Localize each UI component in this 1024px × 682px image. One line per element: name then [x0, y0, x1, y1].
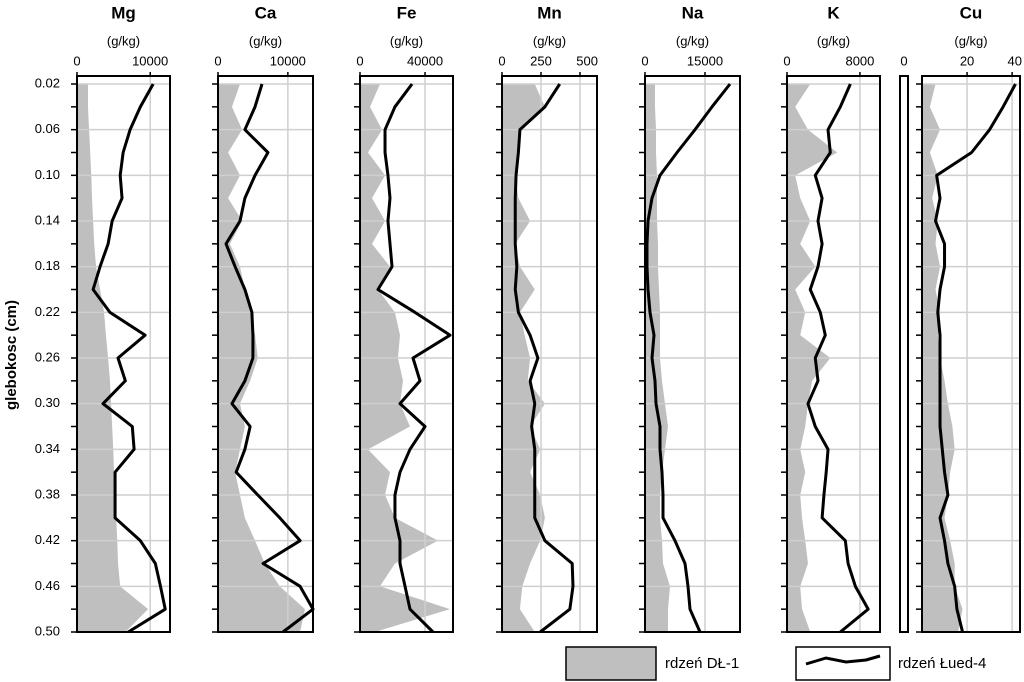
x-tick-label: 0 [783, 53, 790, 68]
x-tick-label: 20 [960, 53, 974, 68]
legend-label: rdzeń Łued-4 [898, 655, 986, 672]
y-tick-label: 0.22 [35, 304, 60, 319]
y-tick-label: 0.42 [35, 532, 60, 547]
x-axis-label: (g/kg) [676, 33, 709, 48]
x-tick-label: 40 [1008, 53, 1022, 68]
line [224, 83, 315, 634]
panel-frame [921, 75, 1021, 633]
line [806, 83, 870, 634]
x-tick-label: 8000 [845, 53, 874, 68]
line [645, 83, 732, 633]
x-axis-label: (g/kg) [533, 33, 566, 48]
x-tick-label: 0 [641, 53, 648, 68]
panel-frame [217, 75, 314, 633]
panel-title: Na [682, 3, 704, 22]
axis-break-stub [899, 75, 909, 633]
panel-frame [359, 75, 454, 633]
legend-label: rdzeń DŁ-1 [665, 655, 739, 672]
panel-frame [644, 75, 741, 633]
panel-frame [501, 75, 598, 633]
y-tick-label: 0.14 [35, 212, 60, 227]
y-tick-label: 0.02 [35, 75, 60, 90]
y-tick-label: 0.26 [35, 349, 60, 364]
y-axis-label: glebokosc (cm) [3, 300, 20, 410]
x-tick-label: 0 [73, 53, 80, 68]
line [91, 83, 167, 634]
legend-area-swatch [565, 646, 657, 681]
x-tick-label: 500 [576, 53, 598, 68]
x-tick-label: 0 [498, 53, 505, 68]
x-tick-label: 10000 [270, 53, 306, 68]
panel-title: K [827, 3, 840, 22]
legend-line-swatch [805, 654, 881, 666]
panel-frame [76, 75, 171, 633]
panel-title: Ca [255, 3, 277, 22]
x-axis-label: (g/kg) [390, 33, 423, 48]
line [934, 83, 1017, 633]
x-tick-label: 0 [356, 53, 363, 68]
x-tick-label: 40000 [407, 53, 443, 68]
line [513, 83, 575, 634]
x-tick-label: 15000 [687, 53, 723, 68]
x-axis-label: (g/kg) [817, 33, 850, 48]
panel-title: Cu [960, 3, 983, 22]
y-tick-label: 0.50 [35, 623, 60, 638]
x-tick-label: 0 [900, 53, 907, 68]
y-tick-label: 0.34 [35, 441, 60, 456]
panel-title: Mg [111, 3, 136, 22]
x-axis-label: (g/kg) [107, 33, 140, 48]
x-tick-label: 250 [530, 53, 552, 68]
line [376, 83, 452, 634]
panel-frame [786, 75, 881, 633]
x-tick-label: 10000 [132, 53, 168, 68]
panel-title: Fe [397, 3, 417, 22]
x-tick-label: 0 [214, 53, 221, 68]
y-tick-label: 0.18 [35, 258, 60, 273]
x-axis-label: (g/kg) [954, 33, 987, 48]
y-tick-label: 0.06 [35, 121, 60, 136]
y-tick-label: 0.30 [35, 395, 60, 410]
y-tick-label: 0.10 [35, 167, 60, 182]
y-tick-label: 0.46 [35, 578, 60, 593]
panel-title: Mn [537, 3, 562, 22]
y-tick-label: 0.38 [35, 486, 60, 501]
x-axis-label: (g/kg) [249, 33, 282, 48]
